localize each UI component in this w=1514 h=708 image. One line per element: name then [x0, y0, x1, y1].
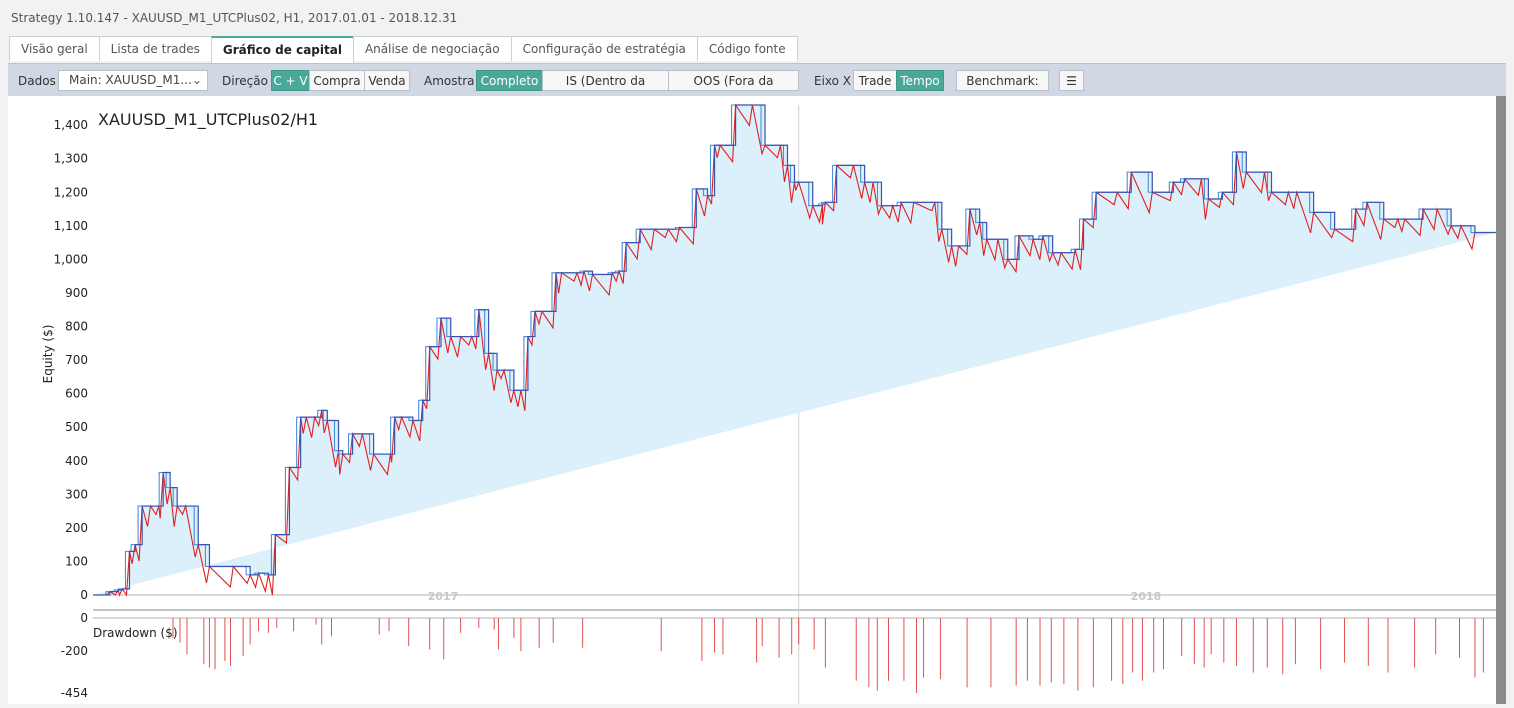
sample-oos-button[interactable]: OOS (Fora da amostra): [668, 70, 799, 109]
drawdown-axis-label: Drawdown ($): [93, 626, 178, 640]
direction-both-button[interactable]: C + V: [271, 70, 310, 91]
equity-tick-label: 300: [65, 487, 88, 501]
xaxis-label: Eixo X: [814, 74, 852, 88]
equity-tick-label: 1,000: [54, 252, 88, 266]
tab-equity-chart[interactable]: Gráfico de capital: [210, 36, 354, 63]
drawdown-tick-label: -454: [61, 686, 88, 700]
drawdown-tick-label: -200: [61, 644, 88, 658]
direction-sell-button[interactable]: Venda: [364, 70, 410, 91]
equity-line: [93, 104, 1496, 596]
sample-is-button[interactable]: IS (Dentro da amostra): [542, 70, 669, 109]
equity-tick-label: 0: [80, 588, 88, 602]
equity-area-fill: [93, 105, 1496, 595]
equity-tick-label: 1,400: [54, 118, 88, 132]
chart-title: XAUUSD_M1_UTCPlus02/H1: [98, 110, 318, 130]
data-label: Dados: [18, 74, 56, 88]
tab-trade-list[interactable]: Lista de trades: [98, 36, 212, 61]
equity-tick-label: 1,100: [54, 219, 88, 233]
tab-strategy-config[interactable]: Configuração de estratégia: [510, 36, 698, 61]
sample-full-button[interactable]: Completo: [476, 70, 543, 91]
tab-source-code[interactable]: Código fonte: [696, 36, 798, 61]
x-label-2018: 2018: [1131, 590, 1162, 603]
equity-chart-panel: 0 100 200 300 400 500 600 700 800 900 1,000 1,100 1,…: [8, 96, 1506, 704]
equity-tick-label: 700: [65, 353, 88, 367]
equity-tick-label: 900: [65, 286, 88, 300]
tab-trade-analysis[interactable]: Análise de negociação: [352, 36, 512, 61]
equity-tick-label: 100: [65, 554, 88, 568]
xaxis-trade-button[interactable]: Trade: [853, 70, 897, 91]
equity-tick-label: 400: [65, 454, 88, 468]
equity-axis-label: Equity ($): [41, 325, 55, 384]
equity-chart-svg: 0 100 200 300 400 500 600 700 800 900 1,000 1,100 1,…: [41, 103, 1496, 704]
menu-button[interactable]: ☰: [1059, 70, 1084, 91]
tab-bar: Visão geral Lista de trades Gráfico de c…: [9, 36, 798, 63]
sample-label: Amostra: [424, 74, 475, 88]
chart-toolbar: Dados Main: XAUUSD_M1... ⌄ Direção C + V…: [8, 63, 1506, 109]
data-select-value: Main: XAUUSD_M1...: [69, 73, 192, 87]
hamburger-menu-icon: ☰: [1066, 74, 1077, 88]
equity-tick-label: 1,300: [54, 152, 88, 166]
direction-buy-button[interactable]: Compra: [309, 70, 365, 91]
chart-scrollbar[interactable]: [1496, 96, 1506, 704]
x-label-2017: 2017: [428, 590, 459, 603]
equity-tick-label: 600: [65, 387, 88, 401]
data-select[interactable]: Main: XAUUSD_M1... ⌄: [58, 70, 208, 91]
window-title-bar: Strategy 1.10.147 - XAUUSD_M1_UTCPlus02,…: [0, 0, 1514, 34]
xaxis-time-button[interactable]: Tempo: [896, 70, 944, 91]
drawdown-tick-label: 0: [80, 611, 88, 625]
equity-tick-label: 1,200: [54, 185, 88, 199]
chevron-down-icon: ⌄: [191, 73, 202, 87]
equity-tick-label: 500: [65, 420, 88, 434]
benchmark-button[interactable]: Benchmark: off: [956, 70, 1049, 109]
window-title: Strategy 1.10.147 - XAUUSD_M1_UTCPlus02,…: [11, 11, 458, 25]
equity-tick-label: 200: [65, 521, 88, 535]
equity-tick-label: 800: [65, 320, 88, 334]
tab-overview[interactable]: Visão geral: [9, 36, 100, 61]
direction-label: Direção: [222, 74, 268, 88]
